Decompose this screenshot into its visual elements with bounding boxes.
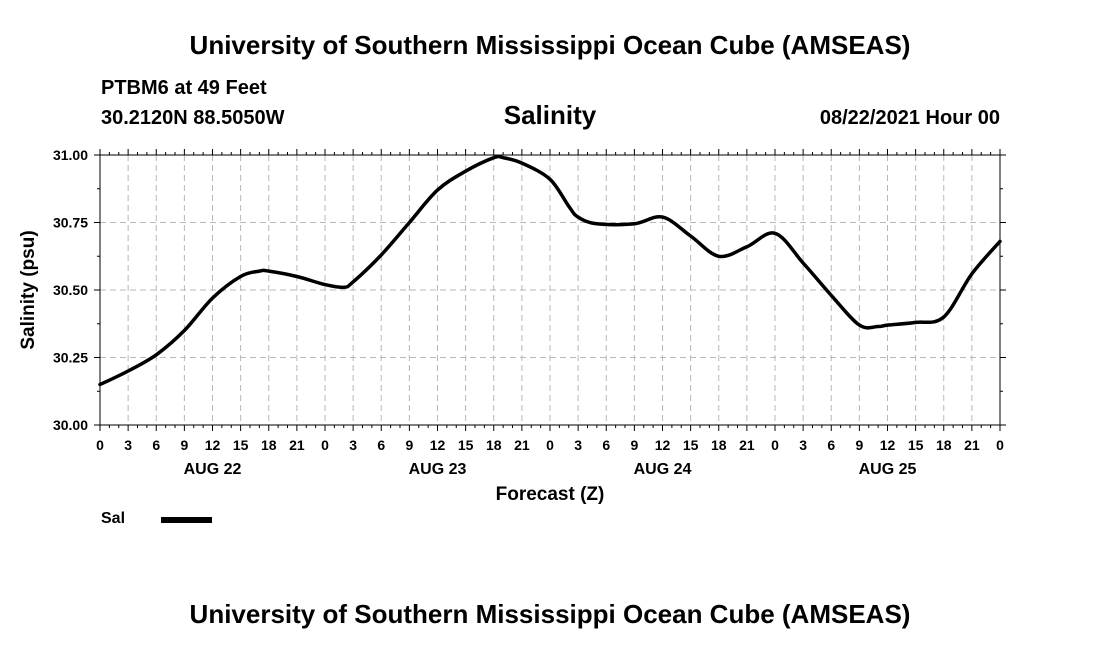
page-title: University of Southern Mississippi Ocean…	[189, 30, 911, 60]
x-tick-label: 0	[771, 437, 779, 453]
x-tick-label: 18	[261, 437, 277, 453]
y-tick-label: 30.75	[53, 215, 88, 231]
day-label: AUG 24	[634, 461, 692, 478]
x-tick-label: 0	[996, 437, 1004, 453]
plot-area-frame	[99, 154, 1001, 426]
x-tick-label: 3	[799, 437, 807, 453]
x-tick-label: 6	[377, 437, 385, 453]
footer-title: University of Southern Mississippi Ocean…	[189, 599, 911, 629]
x-tick-label: 0	[546, 437, 554, 453]
x-tick-label: 12	[205, 437, 221, 453]
x-tick-label: 9	[405, 437, 413, 453]
y-tick-label: 30.00	[53, 417, 88, 433]
legend-swatch	[161, 517, 212, 523]
x-tick-label: 6	[602, 437, 610, 453]
y-tick-label: 31.00	[53, 147, 88, 163]
y-tick-labels: 30.00 30.25 30.50 30.75 31.00	[53, 147, 88, 433]
legend-label: Sal	[101, 510, 126, 527]
station-label: PTBM6 at 49 Feet	[101, 77, 267, 99]
x-tick-label: 0	[321, 437, 329, 453]
x-tick-label: 9	[630, 437, 638, 453]
x-tick-label: 9	[180, 437, 188, 453]
y-tick-label: 30.25	[53, 350, 88, 366]
x-tick-label: 21	[514, 437, 530, 453]
x-tick-label: 0	[96, 437, 104, 453]
x-tick-label: 6	[827, 437, 835, 453]
x-tick-label: 18	[486, 437, 502, 453]
x-tick-label: 9	[855, 437, 863, 453]
x-tick-label: 18	[936, 437, 952, 453]
day-labels: AUG 22 AUG 23 AUG 24 AUG 25	[184, 461, 917, 478]
x-tick-label: 21	[289, 437, 305, 453]
x-tick-label: 12	[430, 437, 446, 453]
day-label: AUG 23	[409, 461, 467, 478]
day-label: AUG 22	[184, 461, 242, 478]
x-tick-label: 12	[655, 437, 671, 453]
x-tick-label: 15	[233, 437, 249, 453]
y-axis-title: Salinity (psu)	[18, 230, 39, 349]
x-tick-label: 12	[880, 437, 896, 453]
x-tick-label: 15	[908, 437, 924, 453]
coordinates-label: 30.2120N 88.5050W	[101, 107, 285, 129]
x-tick-label: 21	[964, 437, 980, 453]
x-tick-label: 15	[683, 437, 699, 453]
x-tick-label: 3	[124, 437, 132, 453]
x-tick-label: 3	[349, 437, 357, 453]
datetime-label: 08/22/2021 Hour 00	[819, 107, 1000, 129]
x-tick-labels: 0 3 6 9 12 15 18 21 0 3 6 9 12 15 18 21 0 3 6 9 12 15 18 21 0 3 6 9…	[96, 437, 1004, 453]
x-axis-title: Forecast (Z)	[496, 484, 605, 505]
day-label: AUG 25	[859, 461, 917, 478]
x-tick-label: 15	[458, 437, 474, 453]
x-tick-label: 3	[574, 437, 582, 453]
grid-lines	[100, 155, 1000, 425]
series-line-sal	[98, 154, 1002, 387]
chart-title: Salinity	[503, 100, 597, 130]
x-tick-label: 6	[152, 437, 160, 453]
x-tick-label: 18	[711, 437, 727, 453]
x-tick-label: 21	[739, 437, 755, 453]
y-tick-label: 30.50	[53, 282, 88, 298]
